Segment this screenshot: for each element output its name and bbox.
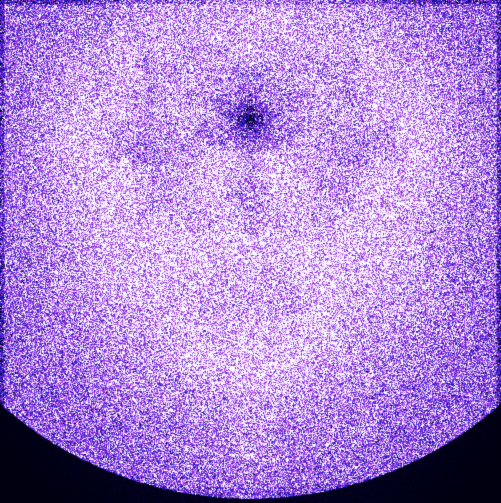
fractal-image	[0, 0, 501, 503]
buddhabrot-render	[0, 0, 501, 503]
